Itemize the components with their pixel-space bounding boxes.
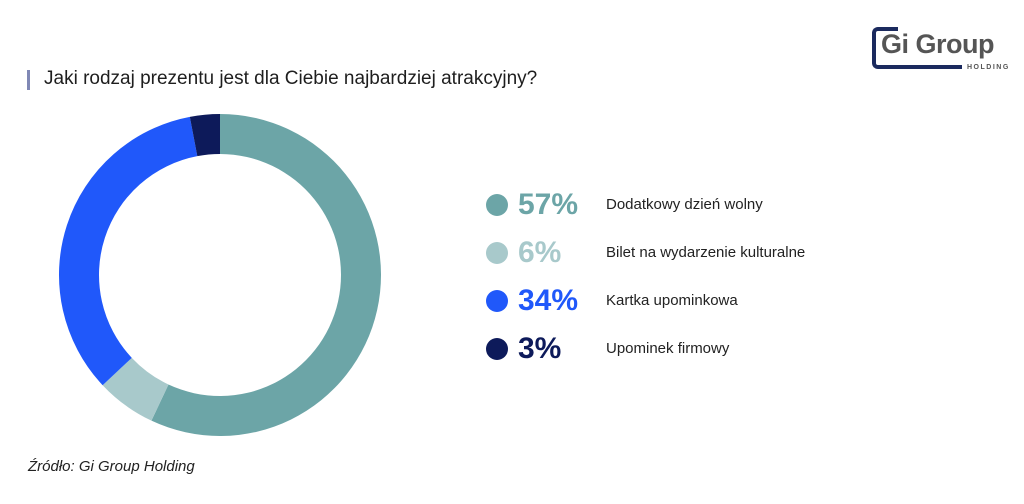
legend-dot: [486, 242, 508, 264]
legend-percent: 34%: [518, 284, 579, 317]
legend-label: Bilet na wydarzenie kulturalne: [606, 244, 806, 261]
logo-text: Gi Group: [881, 29, 995, 59]
donut-slice: [189, 114, 220, 157]
legend-dot: [486, 338, 508, 360]
logo-subtext: HOLDING: [967, 64, 1010, 71]
title-accent-bar: [27, 70, 30, 90]
legend-item: 6% Bilet na wydarzenie kulturalne: [486, 233, 886, 273]
legend-label: Dodatkowy dzień wolny: [606, 196, 763, 213]
donut-chart: [58, 114, 381, 436]
source-note: Źródło: Gi Group Holding: [28, 458, 195, 475]
legend-label: Upominek firmowy: [606, 340, 730, 357]
legend-item: 57% Dodatkowy dzień wolny: [486, 185, 886, 225]
logo-underline: [892, 65, 962, 69]
donut-slice: [102, 357, 169, 421]
legend-dot: [486, 194, 508, 216]
legend-dot: [486, 290, 508, 312]
legend-item: 34% Kartka upominkowa: [486, 281, 886, 321]
legend-label: Kartka upominkowa: [606, 292, 738, 309]
legend-percent: 57%: [518, 188, 579, 221]
legend-percent: 6%: [518, 236, 562, 269]
legend-percent: 3%: [518, 332, 562, 365]
donut-slice: [58, 116, 198, 386]
chart-title: Jaki rodzaj prezentu jest dla Ciebie naj…: [44, 68, 538, 89]
legend-item: 3% Upominek firmowy: [486, 329, 886, 369]
gi-group-logo: Gi Group HOLDING: [872, 27, 1008, 73]
donut-slice: [151, 114, 381, 436]
logo-bracket-icon: [872, 27, 898, 69]
